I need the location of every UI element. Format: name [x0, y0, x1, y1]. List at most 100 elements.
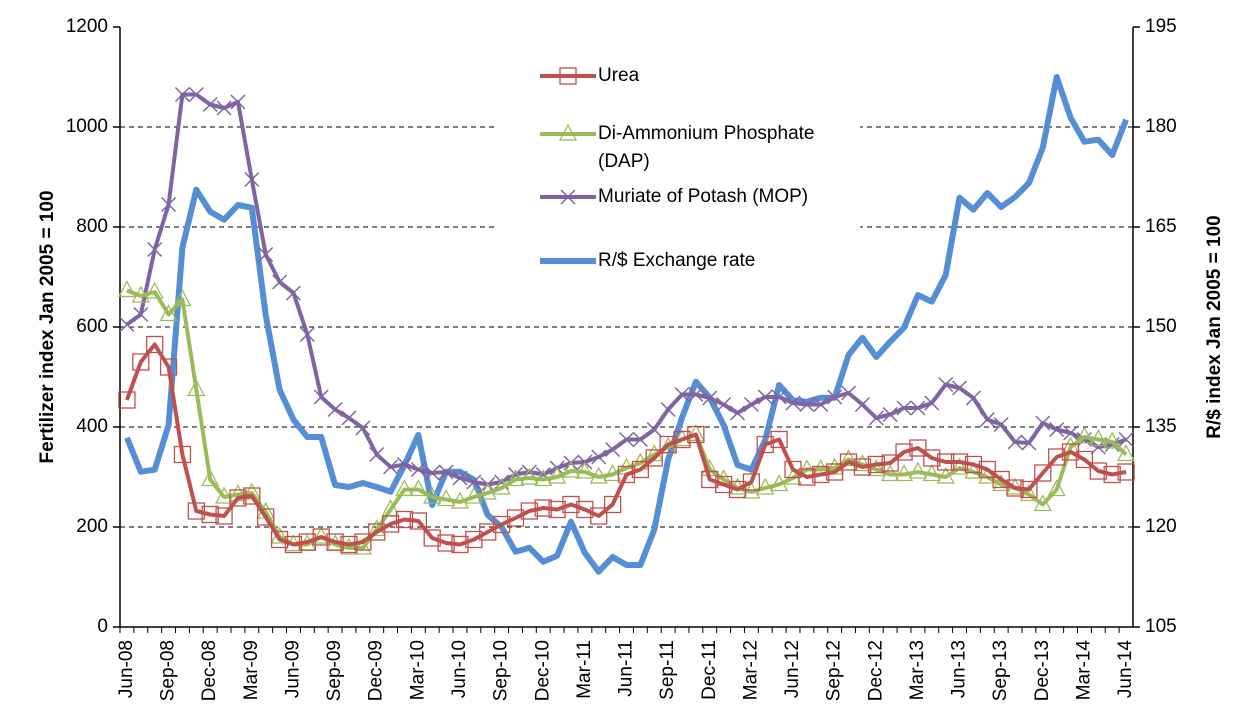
marker	[230, 94, 246, 110]
marker	[742, 473, 761, 491]
marker	[867, 455, 885, 474]
marker	[659, 435, 677, 454]
marker	[396, 456, 413, 473]
marker	[383, 459, 399, 475]
marker	[313, 389, 329, 405]
marker	[506, 509, 525, 527]
marker	[894, 464, 914, 482]
marker	[839, 453, 858, 471]
marker	[1049, 421, 1065, 438]
marker	[632, 431, 648, 448]
x-tick-label: Mar-14	[1073, 640, 1094, 701]
x-tick-label: Jun-11	[616, 640, 637, 697]
marker	[257, 508, 275, 526]
marker	[520, 467, 539, 485]
y2-tick-label: 135	[1145, 416, 1177, 437]
x-tick-label: Dec-11	[699, 640, 720, 700]
marker	[881, 454, 899, 472]
marker	[188, 86, 204, 103]
marker	[590, 507, 608, 525]
marker	[895, 443, 913, 461]
marker	[131, 285, 150, 303]
marker	[173, 289, 192, 307]
marker	[284, 535, 303, 554]
marker	[466, 474, 482, 490]
marker	[646, 421, 662, 438]
marker	[965, 390, 981, 406]
marker	[950, 453, 969, 471]
marker	[854, 396, 870, 413]
marker	[1019, 484, 1039, 502]
marker	[215, 507, 233, 525]
marker	[451, 535, 469, 554]
marker	[938, 376, 954, 393]
series-line	[126, 288, 1128, 550]
marker	[1117, 463, 1135, 481]
marker	[423, 529, 441, 547]
marker	[937, 453, 955, 471]
legend-label: R/$ Exchange rate	[598, 250, 756, 271]
x-tick-label: Dec-13	[1032, 640, 1053, 701]
marker	[559, 67, 577, 85]
marker	[978, 466, 997, 484]
marker	[910, 400, 926, 416]
marker	[117, 280, 137, 298]
marker	[909, 439, 927, 457]
marker	[145, 281, 164, 299]
marker	[896, 400, 912, 416]
marker	[660, 401, 676, 418]
marker	[1075, 426, 1094, 444]
marker	[603, 464, 622, 482]
x-tick-label: Jun-10	[449, 640, 470, 698]
marker	[464, 486, 483, 504]
marker	[591, 449, 607, 465]
marker	[437, 534, 455, 552]
marker	[187, 502, 205, 520]
marker	[771, 389, 787, 405]
marker	[993, 416, 1009, 433]
marker	[161, 196, 177, 213]
marker	[202, 96, 218, 113]
x-tick-label: Jun-13	[949, 640, 970, 698]
x-tick-label: Mar-11	[574, 640, 595, 699]
y2-tick-label: 150	[1145, 316, 1177, 337]
marker	[450, 491, 470, 509]
marker	[868, 410, 884, 426]
marker	[424, 465, 440, 481]
marker	[908, 461, 927, 479]
x-tick-label: Mar-10	[407, 640, 428, 700]
marker	[216, 100, 232, 116]
marker	[1020, 480, 1038, 499]
marker	[298, 533, 316, 551]
x-tick-label: Dec-12	[865, 640, 886, 701]
marker	[312, 526, 331, 544]
marker	[437, 489, 456, 507]
marker	[867, 459, 886, 477]
y-tick-label: 600	[76, 316, 108, 337]
marker	[923, 449, 941, 467]
marker	[285, 285, 301, 301]
marker	[326, 533, 344, 551]
marker	[853, 458, 872, 476]
marker	[812, 465, 830, 484]
marker	[339, 537, 359, 555]
marker	[561, 460, 581, 478]
marker	[687, 425, 705, 444]
marker	[243, 487, 261, 505]
marker	[340, 535, 358, 554]
marker	[562, 495, 580, 514]
marker	[799, 396, 815, 413]
marker	[964, 455, 983, 474]
marker	[272, 274, 288, 290]
legend-label: Di-Ammonium Phosphate (DAP)	[598, 123, 815, 172]
marker	[1048, 448, 1066, 466]
y-tick-label: 1000	[66, 116, 108, 137]
marker	[575, 461, 594, 479]
marker	[952, 380, 968, 396]
marker	[560, 189, 576, 205]
y2-tick-label: 120	[1145, 516, 1177, 537]
marker	[270, 530, 289, 549]
marker	[187, 379, 206, 397]
